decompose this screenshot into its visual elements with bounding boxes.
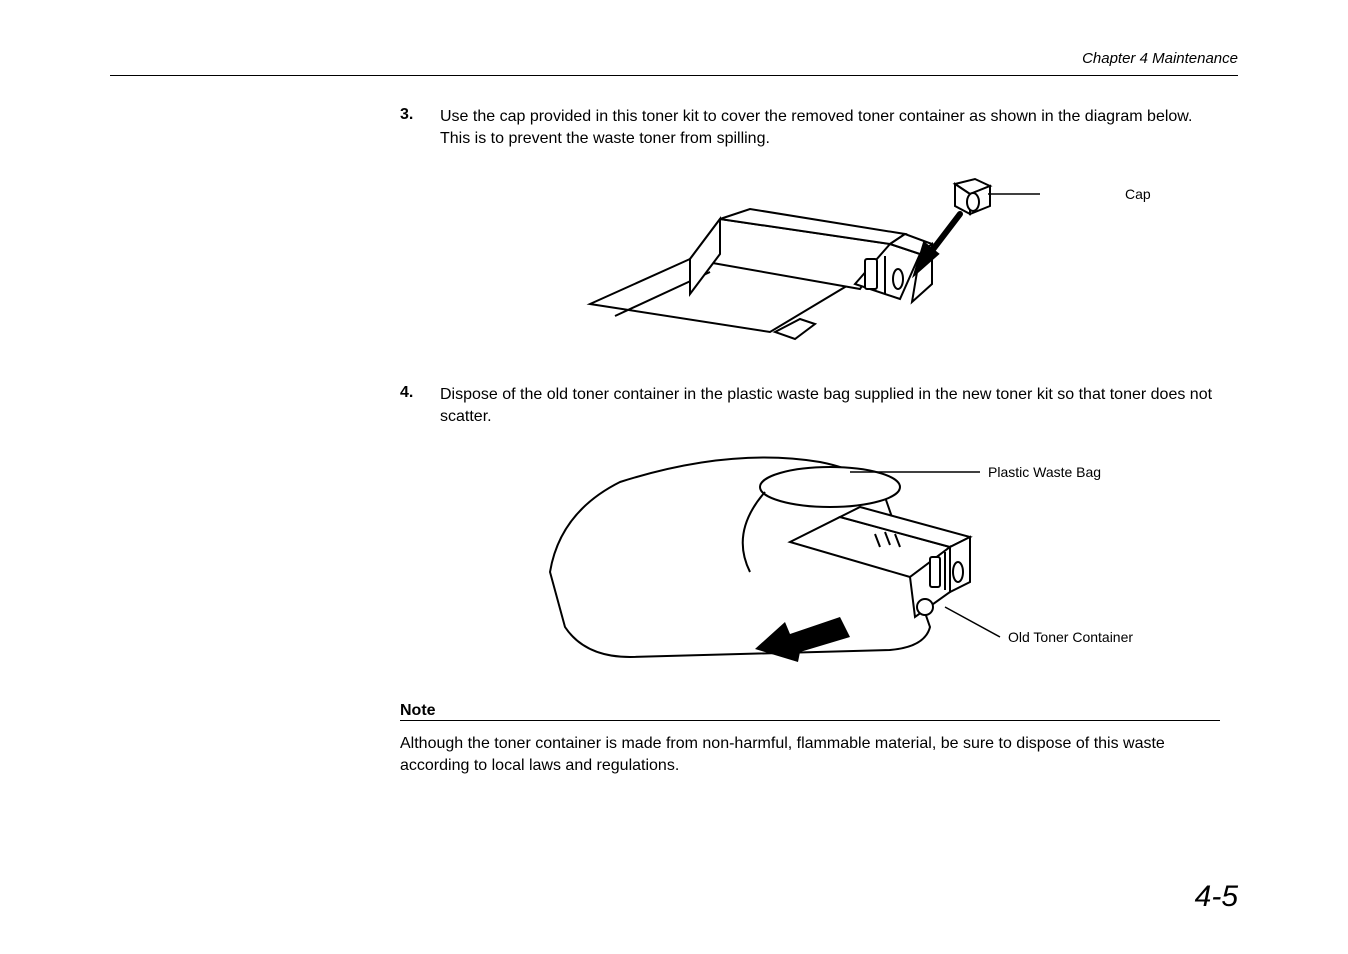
step-number: 4. — [400, 384, 440, 427]
figure-bag-diagram: Plastic Waste Bag Old Toner Container — [400, 442, 1220, 672]
cap-diagram-svg — [560, 164, 1060, 354]
step-text: Dispose of the old toner container in th… — [440, 384, 1220, 427]
page-container: Chapter 4 Maintenance 3. Use the cap pro… — [0, 0, 1348, 954]
step-4: 4. Dispose of the old toner container in… — [400, 384, 1220, 427]
chapter-header: Chapter 4 Maintenance — [110, 50, 1238, 67]
note-heading-text: Note — [400, 702, 440, 720]
page-number: 4-5 — [1195, 880, 1238, 914]
figure-cap-diagram: Cap — [400, 164, 1220, 354]
note-body: Although the toner container is made fro… — [400, 733, 1220, 776]
label-plastic-bag: Plastic Waste Bag — [988, 464, 1101, 480]
note-heading: Note — [400, 702, 1220, 721]
step-number: 3. — [400, 106, 440, 149]
label-cap: Cap — [1125, 186, 1151, 202]
step-text: Use the cap provided in this toner kit t… — [440, 106, 1220, 149]
content-area: 3. Use the cap provided in this toner ki… — [400, 106, 1220, 777]
step-3: 3. Use the cap provided in this toner ki… — [400, 106, 1220, 149]
label-old-container: Old Toner Container — [1008, 629, 1133, 645]
header-rule — [110, 75, 1238, 76]
